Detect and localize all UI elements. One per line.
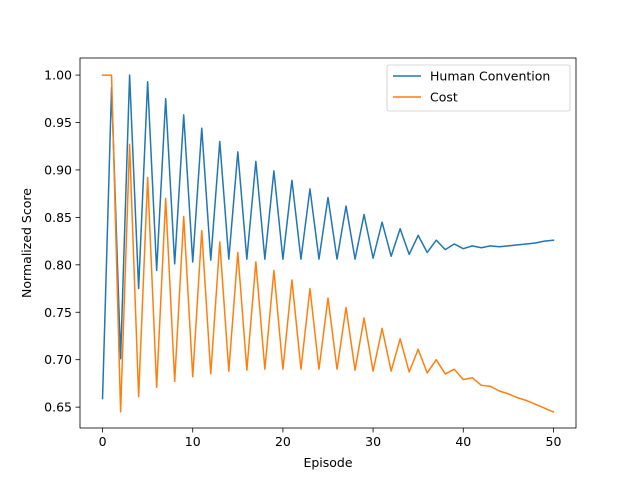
legend: Human Convention Cost [386, 64, 571, 112]
x-tick-label: 0 [99, 434, 107, 449]
x-tick-label: 40 [455, 434, 471, 449]
legend-label-0: Human Convention [430, 69, 550, 84]
x-tick-label: 50 [546, 434, 562, 449]
plot-frame [79, 57, 577, 429]
series-lines [101, 74, 555, 413]
legend-label-1: Cost [430, 90, 458, 105]
y-tick-label: 0.85 [44, 210, 72, 225]
x-axis: 0 10 20 30 40 50 [99, 428, 562, 449]
y-tick-label: 0.75 [44, 305, 72, 320]
x-tick-label: 20 [275, 434, 291, 449]
x-axis-label: Episode [303, 455, 352, 470]
y-tick-label: 1.00 [44, 68, 72, 83]
y-tick-label: 0.95 [44, 115, 72, 130]
y-tick-label: 0.80 [44, 257, 72, 272]
y-axis-label: Normalized Score [19, 188, 34, 298]
y-axis: 0.65 0.70 0.75 0.80 0.85 0.90 0.95 1.00 [44, 68, 80, 415]
series-line-1 [101, 74, 555, 413]
y-tick-label: 0.65 [44, 400, 72, 415]
x-tick-label: 10 [185, 434, 201, 449]
y-tick-label: 0.70 [44, 352, 72, 367]
x-tick-label: 30 [365, 434, 381, 449]
legend-box [386, 64, 571, 112]
series-line-0 [101, 74, 555, 400]
y-tick-label: 0.90 [44, 162, 72, 177]
